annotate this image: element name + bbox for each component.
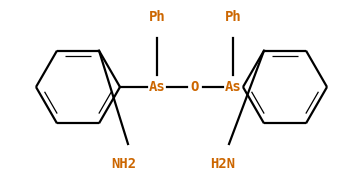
Text: Ph: Ph xyxy=(225,10,241,24)
Text: As: As xyxy=(225,80,241,94)
Text: NH2: NH2 xyxy=(111,157,136,171)
Text: As: As xyxy=(148,80,166,94)
Text: H2N: H2N xyxy=(211,157,236,171)
Text: Ph: Ph xyxy=(148,10,166,24)
Text: O: O xyxy=(191,80,199,94)
